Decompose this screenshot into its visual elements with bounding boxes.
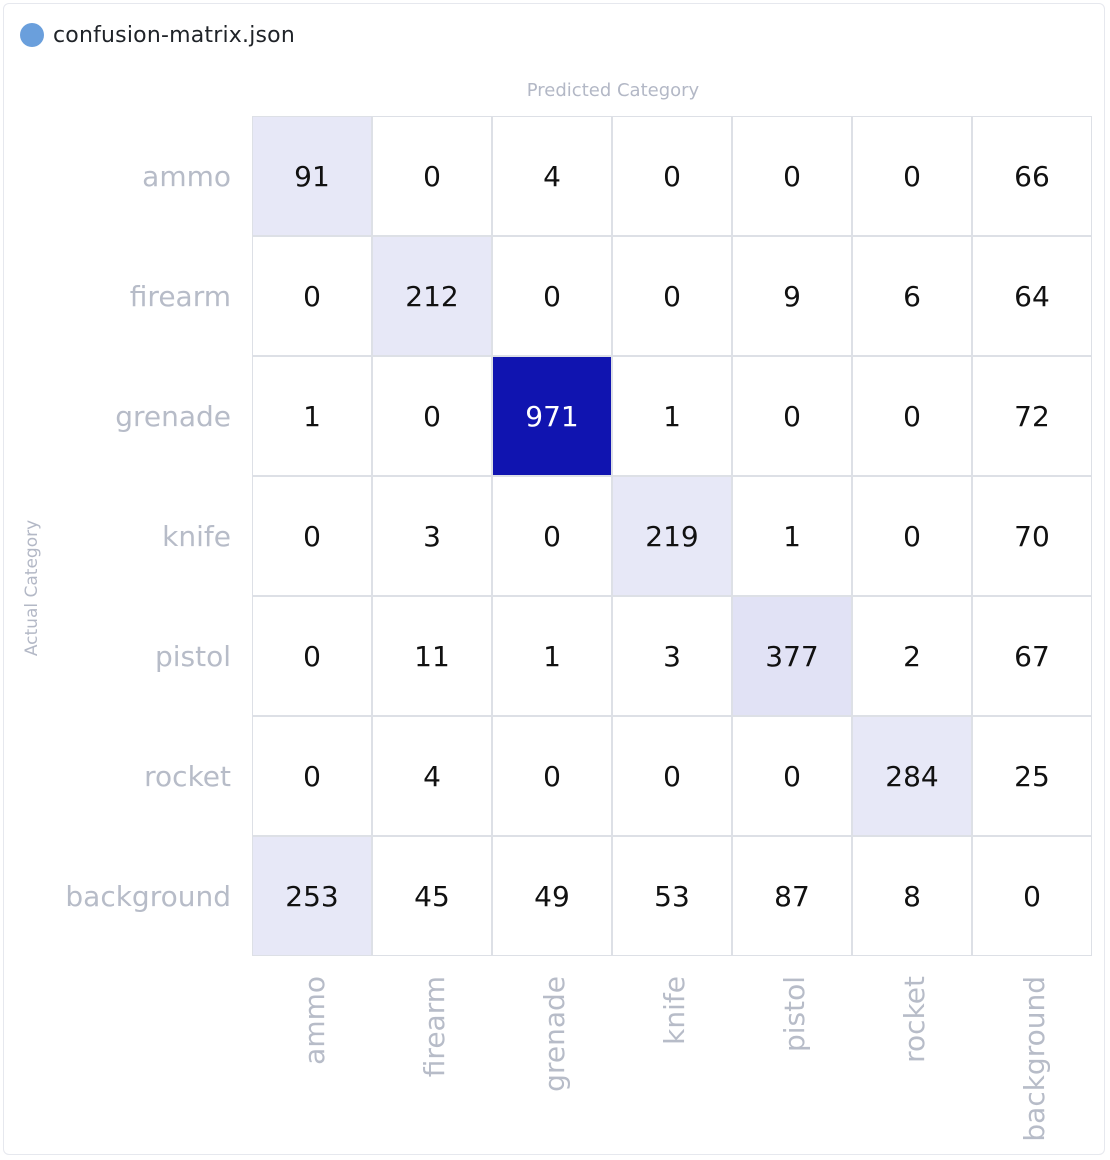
heatmap-cell: 9 <box>732 236 852 356</box>
heatmap-cell: 0 <box>372 356 492 476</box>
heatmap-cell: 0 <box>252 716 372 836</box>
heatmap-cell: 971 <box>492 356 612 476</box>
heatmap-cell: 0 <box>852 116 972 236</box>
heatmap-cell: 2 <box>852 596 972 716</box>
heatmap-cell: 4 <box>492 116 612 236</box>
heatmap-cell: 4 <box>372 716 492 836</box>
heatmap-cell: 0 <box>732 716 852 836</box>
file-name: confusion-matrix.json <box>53 22 295 48</box>
column-label-text: firearm <box>418 976 451 1078</box>
heatmap-cell: 0 <box>852 476 972 596</box>
heatmap-cell: 0 <box>252 596 372 716</box>
heatmap-cell: 0 <box>612 716 732 836</box>
heatmap-cell: 1 <box>732 476 852 596</box>
heatmap-cell: 0 <box>732 116 852 236</box>
heatmap-cell: 0 <box>612 236 732 356</box>
column-label-text: grenade <box>538 976 571 1092</box>
heatmap-cell: 70 <box>972 476 1092 596</box>
heatmap-cell: 49 <box>492 836 612 956</box>
heatmap-cell: 0 <box>732 356 852 476</box>
heatmap-cell: 0 <box>972 836 1092 956</box>
heatmap-cell: 253 <box>252 836 372 956</box>
column-label-text: pistol <box>778 976 811 1053</box>
heatmap-cell: 66 <box>972 116 1092 236</box>
heatmap-cell: 1 <box>492 596 612 716</box>
row-label: grenade <box>115 399 231 433</box>
heatmap-cell: 91 <box>252 116 372 236</box>
heatmap-cell: 0 <box>852 356 972 476</box>
heatmap-cell: 53 <box>612 836 732 956</box>
heatmap-cell: 87 <box>732 836 852 956</box>
heatmap-cell: 67 <box>972 596 1092 716</box>
column-label-text: rocket <box>898 976 931 1063</box>
x-axis-title: Predicted Category <box>526 80 700 101</box>
heatmap-cell: 1 <box>612 356 732 476</box>
row-label: firearm <box>129 279 231 313</box>
heatmap-cell: 0 <box>492 236 612 356</box>
heatmap-cell: 212 <box>372 236 492 356</box>
heatmap-cell: 284 <box>852 716 972 836</box>
file-header: confusion-matrix.json <box>20 20 295 50</box>
heatmap-cell: 0 <box>492 476 612 596</box>
row-label: background <box>65 879 231 913</box>
heatmap-cell: 0 <box>492 716 612 836</box>
heatmap-cell: 377 <box>732 596 852 716</box>
column-label: grenade <box>492 976 612 1146</box>
column-label: firearm <box>372 976 492 1146</box>
file-status-dot-icon <box>20 23 44 47</box>
heatmap-cell: 11 <box>372 596 492 716</box>
column-label: knife <box>612 976 732 1146</box>
heatmap-cell: 0 <box>612 116 732 236</box>
heatmap-cell: 72 <box>972 356 1092 476</box>
column-label-text: background <box>1018 976 1051 1142</box>
heatmap-cell: 45 <box>372 836 492 956</box>
column-label-text: knife <box>658 976 691 1045</box>
row-label: ammo <box>142 159 231 193</box>
column-label-text: ammo <box>298 976 331 1065</box>
row-label: pistol <box>154 639 231 673</box>
heatmap-cell: 3 <box>372 476 492 596</box>
heatmap-cell: 219 <box>612 476 732 596</box>
heatmap-cell: 64 <box>972 236 1092 356</box>
heatmap-cell: 0 <box>252 476 372 596</box>
heatmap-cell: 8 <box>852 836 972 956</box>
heatmap-grid: 91 0 4 0 0 0 66 0 212 0 0 9 6 64 1 0 971 1 0 0 72 0 3 0 219 1 0 70 0… <box>252 116 1092 956</box>
heatmap-cell: 6 <box>852 236 972 356</box>
row-label: rocket <box>144 759 231 793</box>
heatmap-cell: 25 <box>972 716 1092 836</box>
column-label: rocket <box>852 976 972 1146</box>
column-label: background <box>972 976 1092 1146</box>
heatmap-cell: 1 <box>252 356 372 476</box>
column-label: pistol <box>732 976 852 1146</box>
column-label: ammo <box>252 976 372 1146</box>
row-label: knife <box>162 519 231 553</box>
heatmap-cell: 0 <box>372 116 492 236</box>
heatmap-cell: 3 <box>612 596 732 716</box>
y-axis-title: Actual Category <box>22 519 42 657</box>
heatmap-cell: 0 <box>252 236 372 356</box>
